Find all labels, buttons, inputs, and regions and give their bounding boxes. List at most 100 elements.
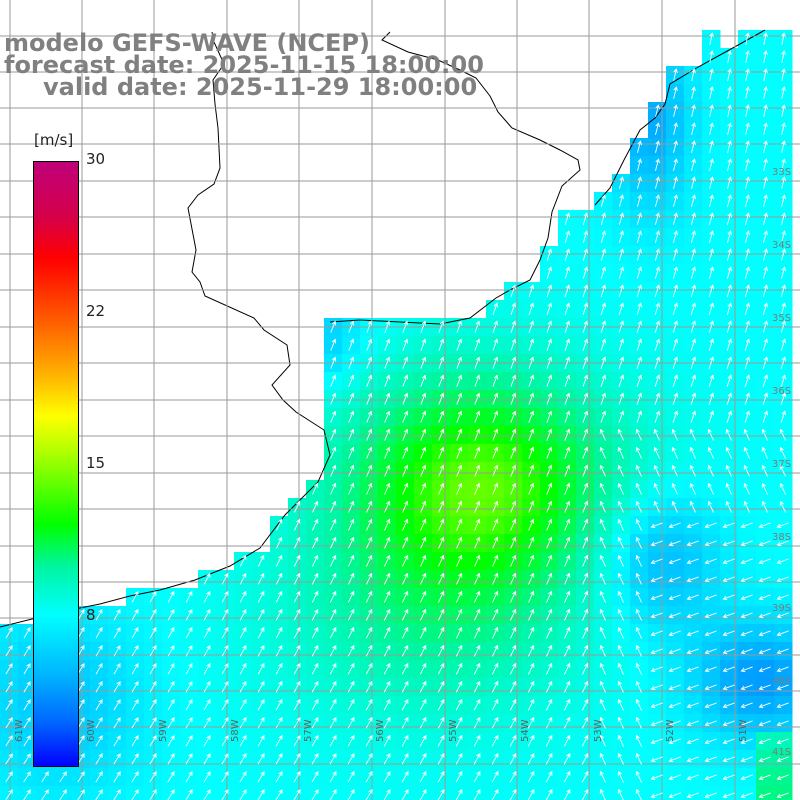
wind-arrow: [293, 554, 301, 567]
wind-arrow: [293, 752, 301, 765]
wind-arrow: [384, 428, 391, 441]
wind-arrow: [725, 428, 732, 441]
wind-arrow: [330, 410, 337, 423]
wind-arrow: [456, 410, 463, 423]
wind-arrow: [491, 698, 499, 711]
wind-arrow: [275, 789, 283, 800]
wind-arrow: [762, 356, 769, 369]
wind-arrow: [745, 176, 750, 189]
wind-arrow: [708, 320, 715, 333]
wind-arrow: [528, 302, 535, 315]
wind-arrow: [113, 626, 121, 639]
wind-arrow: [708, 302, 715, 315]
wind-cell: [234, 786, 253, 800]
wind-arrow: [509, 662, 517, 675]
wind-arrow: [221, 716, 229, 729]
wind-arrow: [419, 662, 427, 675]
wind-arrow: [510, 392, 517, 405]
wind-arrow: [402, 392, 409, 405]
wind-arrow: [167, 789, 175, 800]
wind-arrow: [474, 410, 481, 423]
wind-arrow: [329, 770, 337, 783]
wind-arrow: [239, 680, 247, 693]
wind-arrow: [654, 230, 660, 243]
wind-arrow: [203, 608, 211, 621]
wind-arrow: [635, 734, 642, 747]
wind-arrow: [311, 572, 319, 585]
wind-cell: [252, 786, 271, 800]
wind-arrow: [131, 789, 139, 800]
wind-arrow: [563, 662, 571, 675]
wind-arrow: [365, 716, 373, 729]
wind-arrow: [203, 753, 211, 765]
wind-arrow: [704, 738, 717, 745]
wind-arrow: [546, 518, 553, 531]
wind-arrow: [653, 428, 660, 441]
wind-arrow: [722, 522, 735, 529]
wind-arrow: [348, 320, 355, 333]
wind-arrow: [239, 734, 247, 747]
wind-arrow: [239, 608, 247, 621]
wind-arrow: [722, 612, 735, 619]
wind-arrow: [563, 698, 571, 711]
wind-arrow: [635, 482, 642, 495]
wind-arrow: [564, 428, 571, 441]
wind-arrow: [221, 734, 229, 747]
wind-arrow: [599, 464, 606, 477]
wind-arrow: [762, 392, 769, 405]
wind-cell: [738, 786, 757, 800]
wind-arrow: [668, 648, 681, 655]
wind-arrow: [564, 608, 571, 621]
wind-arrow: [275, 680, 283, 693]
wind-cell: [702, 786, 721, 800]
wind-arrow: [420, 338, 427, 351]
wind-arrow: [671, 482, 678, 495]
wind-arrow: [311, 644, 319, 657]
wind-arrow: [185, 626, 193, 639]
wind-arrow: [420, 356, 427, 369]
wind-arrow: [419, 626, 427, 639]
wind-arrow: [599, 608, 606, 621]
wind-arrow: [329, 788, 337, 800]
wind-arrow: [365, 644, 373, 657]
wind-arrow: [599, 428, 606, 441]
wind-arrow: [257, 680, 265, 693]
wind-arrow: [437, 734, 445, 747]
wind-arrow: [763, 104, 768, 117]
wind-arrow: [401, 716, 409, 729]
wind-arrow: [582, 428, 589, 441]
wind-arrow: [564, 338, 571, 351]
lon-label-56w: 56W: [375, 719, 386, 742]
wind-arrow: [654, 176, 660, 189]
wind-arrow: [704, 558, 717, 565]
wind-arrow: [582, 446, 589, 459]
wind-arrow: [691, 86, 696, 99]
wind-arrow: [650, 594, 663, 601]
wind-arrow: [564, 626, 571, 639]
wind-arrow: [668, 612, 681, 619]
wind-arrow: [758, 612, 771, 619]
wind-arrow: [239, 771, 247, 783]
wind-arrow: [654, 302, 661, 315]
wind-arrow: [384, 536, 391, 549]
wind-cell: [396, 786, 415, 800]
wind-arrow: [582, 356, 589, 369]
wind-arrow: [708, 266, 714, 279]
wind-arrow: [473, 662, 481, 675]
wind-arrow: [618, 410, 625, 423]
wind-arrow: [745, 122, 750, 135]
title-model: modelo GEFS-WAVE (NCEP): [4, 29, 370, 57]
wind-arrow: [438, 554, 445, 567]
wind-arrow: [708, 410, 715, 423]
wind-arrow: [686, 576, 699, 583]
wind-arrow: [707, 446, 714, 459]
wind-cell: [720, 786, 739, 800]
wind-arrow: [5, 789, 13, 800]
wind-arrow: [419, 680, 427, 693]
wind-arrow: [722, 702, 735, 709]
wind-arrow: [635, 662, 642, 675]
wind-arrow: [492, 554, 499, 567]
wind-arrow: [185, 680, 193, 693]
wind-arrow: [758, 630, 771, 637]
wind-arrow: [437, 572, 445, 585]
